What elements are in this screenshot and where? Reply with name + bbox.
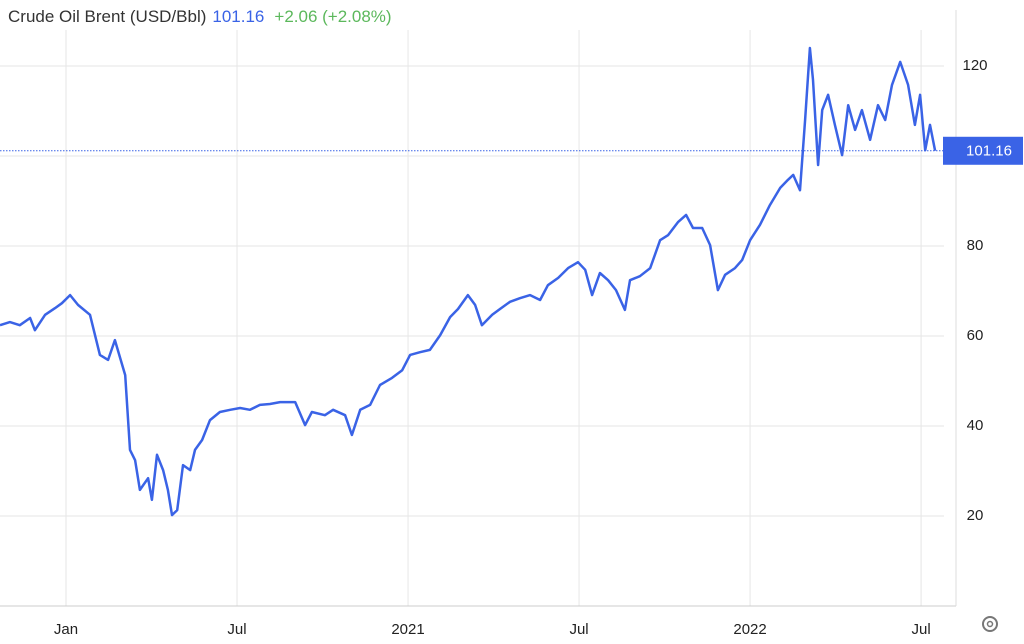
chart-title: Crude Oil Brent (USD/Bbl) (8, 7, 206, 26)
last-value-label: 101.16 (966, 143, 1012, 160)
gear-hub (986, 620, 994, 628)
y-tick-label: 60 (967, 327, 984, 344)
x-tick-label: 2022 (733, 621, 766, 638)
x-tick-label: 2021 (391, 621, 424, 638)
x-tick-label: Jan (54, 621, 78, 638)
y-tick-label: 40 (967, 417, 984, 434)
settings-icon[interactable] (982, 616, 998, 632)
last-value: 101.16 (212, 7, 264, 26)
gear-ring (982, 616, 998, 632)
chart-header: Crude Oil Brent (USD/Bbl) 101.16 +2.06 (+2… (8, 7, 392, 26)
x-tick-label: Jul (569, 621, 588, 638)
x-tick-label: Jul (911, 621, 930, 638)
price-line (0, 46, 937, 517)
y-tick-label: 80 (967, 237, 984, 254)
last-value-badge (943, 136, 1023, 165)
x-tick-label: Jul (227, 621, 246, 638)
y-tick-label: 120 (962, 57, 987, 74)
change-label: +2.06 (+2.08%) (274, 7, 391, 26)
y-tick-label: 20 (967, 507, 984, 524)
